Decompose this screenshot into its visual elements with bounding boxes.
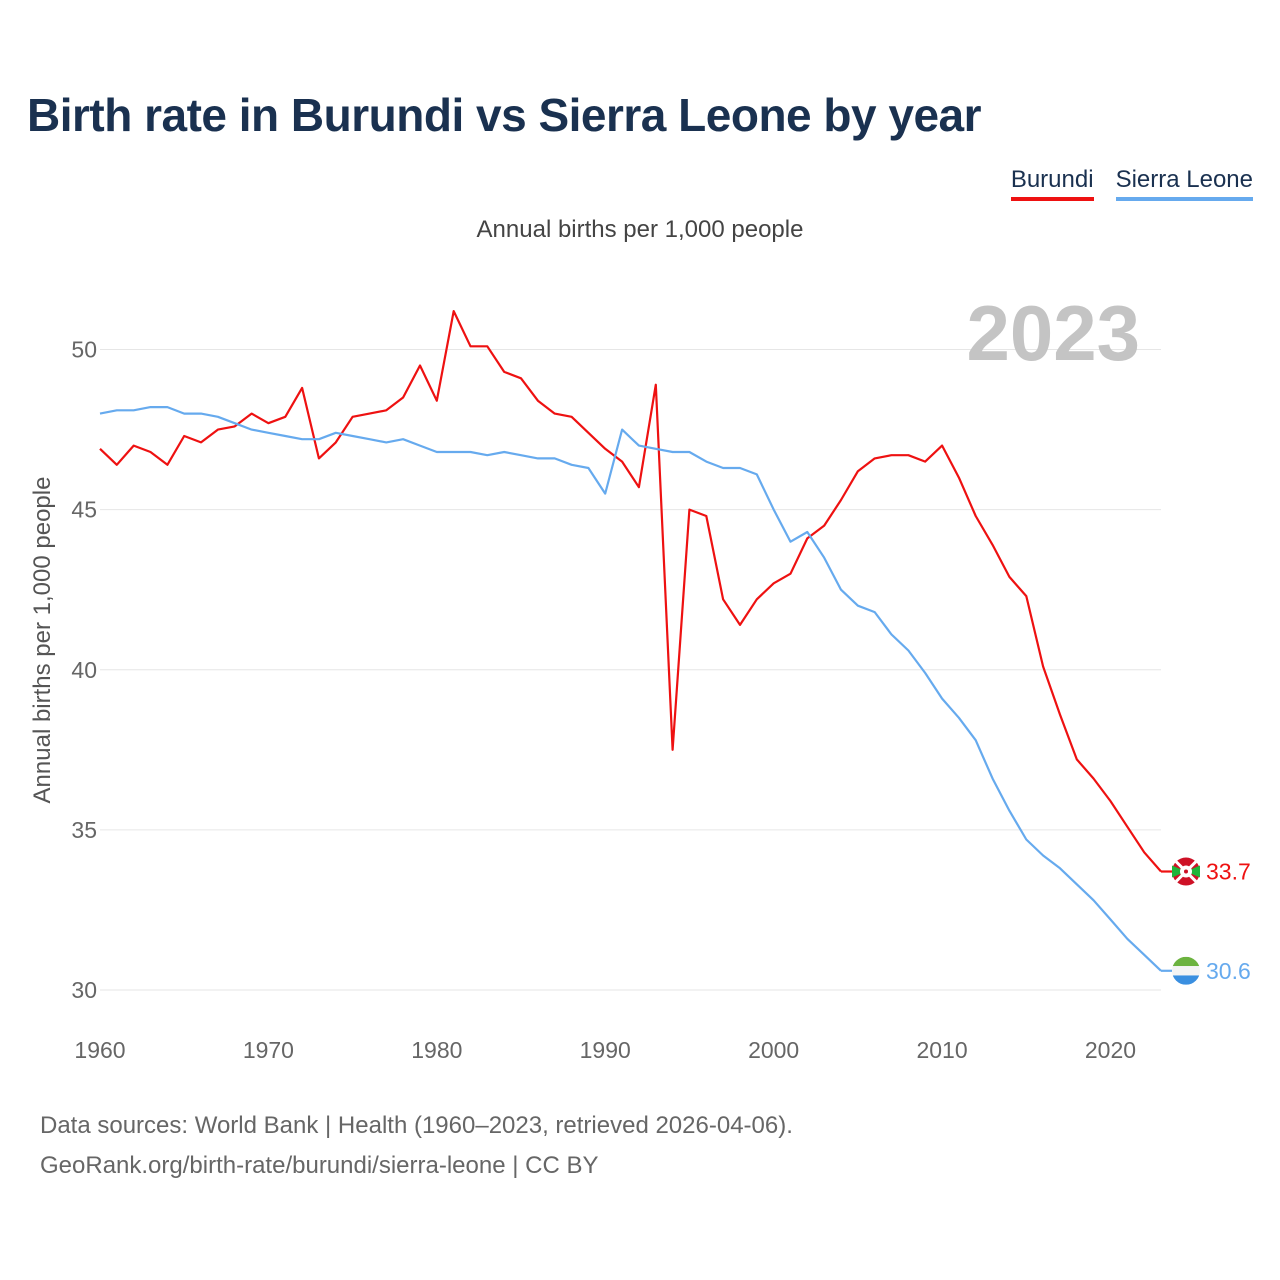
chart-title: Birth rate in Burundi vs Sierra Leone by…	[27, 89, 982, 141]
y-tick-label: 50	[71, 337, 97, 363]
sierra-leone-flag-icon	[1172, 956, 1200, 985]
legend: Burundi Sierra Leone	[1010, 165, 1253, 201]
footer: Data sources: World Bank | Health (1960–…	[40, 1106, 793, 1186]
footer-credit: GeoRank.org/birth-rate/burundi/sierra-le…	[40, 1152, 599, 1179]
y-tick-label: 40	[71, 657, 97, 683]
legend-item-sierra-leone[interactable]: Sierra Leone	[1115, 165, 1253, 201]
end-value-label-burundi: 33.7	[1206, 859, 1251, 885]
x-tick-label: 2000	[748, 1037, 799, 1063]
x-tick-label: 1990	[580, 1037, 631, 1063]
y-tick-label: 35	[71, 817, 97, 843]
x-tick-label: 1960	[74, 1037, 125, 1063]
series-line-burundi[interactable]	[99, 310, 1162, 873]
series-lines	[99, 310, 1162, 972]
x-tick-label: 1970	[243, 1037, 294, 1063]
burundi-flag-icon	[1172, 857, 1200, 886]
x-axis-ticks: 1960 1970 1980 1990 2000 2010 2020	[74, 1037, 1136, 1063]
chart-subtitle: Annual births per 1,000 people	[476, 216, 804, 243]
x-tick-label: 2010	[916, 1037, 967, 1063]
x-tick-label: 2020	[1085, 1037, 1136, 1063]
grid-lines	[100, 349, 1161, 991]
y-tick-label: 30	[71, 977, 97, 1003]
footer-sources: Data sources: World Bank | Health (1960–…	[40, 1112, 793, 1139]
end-value-label-sierra-leone: 30.6	[1206, 958, 1251, 984]
series-line-sierra-leone[interactable]	[99, 406, 1162, 972]
y-axis-ticks: 30 35 40 45 50	[71, 337, 97, 1004]
end-markers: 33.7 30.6	[1161, 857, 1251, 985]
year-watermark: 2023	[966, 289, 1140, 377]
y-axis-label: Annual births per 1,000 people	[29, 477, 56, 804]
y-tick-label: 45	[71, 497, 97, 523]
legend-item-burundi[interactable]: Burundi	[1010, 165, 1094, 201]
x-tick-label: 1980	[411, 1037, 462, 1063]
